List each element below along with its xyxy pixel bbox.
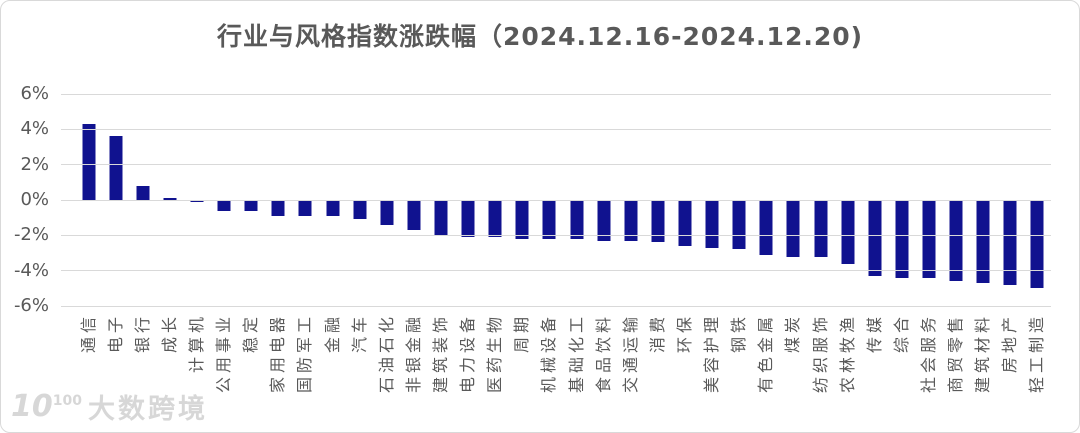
y-axis-label: 6%: [20, 83, 49, 104]
x-axis-label: 公用事业: [214, 313, 234, 394]
x-axis-label: 农林牧渔: [837, 313, 857, 394]
bar-钢铁: [732, 200, 746, 250]
x-axis-label: 基础化工: [566, 313, 586, 394]
y-axis-label: -4%: [13, 259, 49, 281]
x-axis-label: 家用电器: [268, 313, 288, 394]
x-axis-label: 医药生物: [485, 313, 505, 394]
x-axis-label: 通信: [78, 313, 98, 354]
y-axis-label: 2%: [20, 153, 49, 175]
x-axis-label: 商贸零售: [946, 313, 966, 394]
x-axis-label: 食品饮料: [593, 313, 613, 394]
watermark-text: 大数跨境: [87, 394, 208, 425]
x-axis-label: 机械设备: [539, 313, 559, 394]
x-axis-label: 有色金属: [756, 313, 776, 394]
bar-建筑材料: [976, 200, 990, 284]
bar-非银金融: [407, 200, 421, 231]
bar-商贸零售: [949, 200, 963, 282]
x-axis-label: 建筑材料: [973, 313, 993, 394]
y-axis-label: -2%: [13, 224, 49, 246]
x-axis-label: 消费: [647, 313, 667, 354]
x-axis-label: 美容护理: [702, 313, 722, 394]
bar-传媒: [868, 200, 882, 276]
bar-消费: [651, 200, 665, 243]
bar-电子: [109, 136, 123, 200]
x-axis-label: 纺织服饰: [810, 313, 830, 394]
x-axis-label: 传媒: [864, 313, 884, 354]
y-axis-label: 4%: [20, 118, 49, 140]
bar-金融: [326, 200, 340, 216]
plot-area: [61, 93, 1051, 307]
bar-农林牧渔: [841, 200, 855, 264]
bar-电力设备: [461, 200, 475, 238]
bar-社会服务: [922, 200, 936, 278]
x-axis-label: 建筑装饰: [431, 313, 450, 394]
y-axis-label: -6%: [13, 295, 49, 316]
bar-国防军工: [298, 200, 312, 216]
x-axis-label: 交通运输: [620, 313, 640, 394]
x-axis-label: 周期: [512, 313, 532, 354]
bar-轻工制造: [1030, 200, 1044, 289]
bar-机械设备: [542, 200, 556, 239]
gridline: [61, 128, 1051, 130]
x-axis-label: 计算机: [187, 313, 206, 374]
x-axis-label: 环保: [675, 313, 694, 354]
x-axis-label: 电子: [105, 313, 125, 354]
bar-公用事业: [217, 200, 231, 211]
y-axis-label: 0%: [20, 189, 49, 210]
gridline: [61, 270, 1051, 272]
gridline: [61, 305, 1051, 307]
x-axis-label: 国防军工: [295, 313, 315, 394]
bar-建筑装饰: [434, 200, 448, 236]
x-axis-label: 社会服务: [919, 313, 938, 394]
bar-石油石化: [380, 200, 394, 225]
x-axis-label: 房地产: [1000, 313, 1020, 374]
bar-银行: [136, 185, 150, 200]
bar-交通运输: [624, 200, 638, 241]
x-axis-label: 石油石化: [376, 313, 396, 394]
x-axis-label: 电力设备: [458, 313, 478, 394]
x-axis-label: 煤炭: [783, 313, 803, 354]
x-axis-label: 成长: [159, 313, 179, 354]
watermark-logo-icon: 10100: [11, 388, 82, 424]
bar-综合: [895, 200, 909, 278]
bar-家用电器: [271, 200, 285, 216]
bar-稳定: [244, 200, 258, 211]
bar-美容护理: [705, 200, 719, 248]
x-axis-label: 金融: [322, 313, 342, 354]
watermark: 10100 大数跨境: [11, 387, 208, 426]
x-axis-label: 银行: [132, 313, 152, 354]
bar-周期: [515, 200, 529, 239]
chart-title: 行业与风格指数涨跌幅（2024.12.16-2024.12.20): [216, 22, 864, 51]
x-axis-label: 稳定: [241, 313, 261, 354]
x-axis-label: 综合: [891, 313, 911, 354]
x-axis-label: 非银金融: [403, 313, 423, 394]
bar-医药生物: [488, 200, 502, 238]
bar-汽车: [353, 200, 367, 220]
x-axis-label: 钢铁: [729, 313, 749, 354]
bar-基础化工: [570, 200, 584, 239]
bar-煤炭: [786, 200, 800, 257]
x-axis-label: 轻工制造: [1027, 313, 1047, 394]
y-axis: 6% 4% 2% 0% -2% -4% -6%: [1, 85, 49, 315]
bar-食品饮料: [597, 200, 611, 241]
x-axis-label: 汽车: [349, 313, 369, 354]
gridline: [61, 164, 1051, 166]
gridline: [61, 199, 1051, 201]
gridline: [61, 93, 1051, 95]
bar-纺织服饰: [814, 200, 828, 257]
bars-container: [75, 94, 1051, 306]
bar-环保: [678, 200, 692, 246]
bar-计算机: [190, 200, 204, 202]
bar-房地产: [1003, 200, 1017, 285]
bar-有色金属: [759, 200, 773, 255]
x-axis: 通信 电子 银行 成长 计算机 公用事业 稳定 家用电器 国防军工 金融 汽车 石油石化 非银金融 建筑装…: [75, 313, 1051, 431]
gridline: [61, 234, 1051, 236]
bar-通信: [82, 124, 96, 200]
bar-成长: [163, 198, 177, 200]
